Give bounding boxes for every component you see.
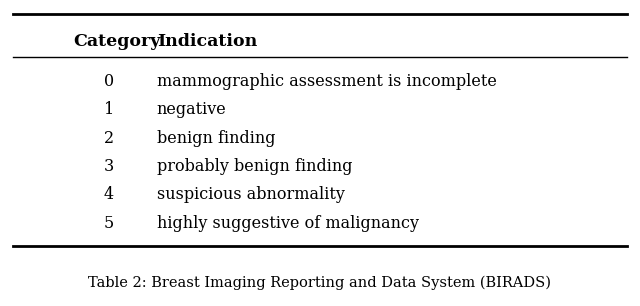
Text: 3: 3 [104, 158, 114, 175]
Text: negative: negative [157, 101, 227, 118]
Text: Indication: Indication [157, 33, 257, 50]
Text: Category: Category [74, 33, 161, 50]
Text: mammographic assessment is incomplete: mammographic assessment is incomplete [157, 73, 497, 90]
Text: Table 2: Breast Imaging Reporting and Data System (BIRADS): Table 2: Breast Imaging Reporting and Da… [88, 276, 552, 290]
Text: 5: 5 [104, 215, 114, 232]
Text: highly suggestive of malignancy: highly suggestive of malignancy [157, 215, 419, 232]
Text: suspicious abnormality: suspicious abnormality [157, 186, 345, 203]
Text: benign finding: benign finding [157, 129, 275, 147]
Text: 2: 2 [104, 129, 114, 147]
Text: 1: 1 [104, 101, 114, 118]
Text: 4: 4 [104, 186, 114, 203]
Text: probably benign finding: probably benign finding [157, 158, 352, 175]
Text: 0: 0 [104, 73, 114, 90]
